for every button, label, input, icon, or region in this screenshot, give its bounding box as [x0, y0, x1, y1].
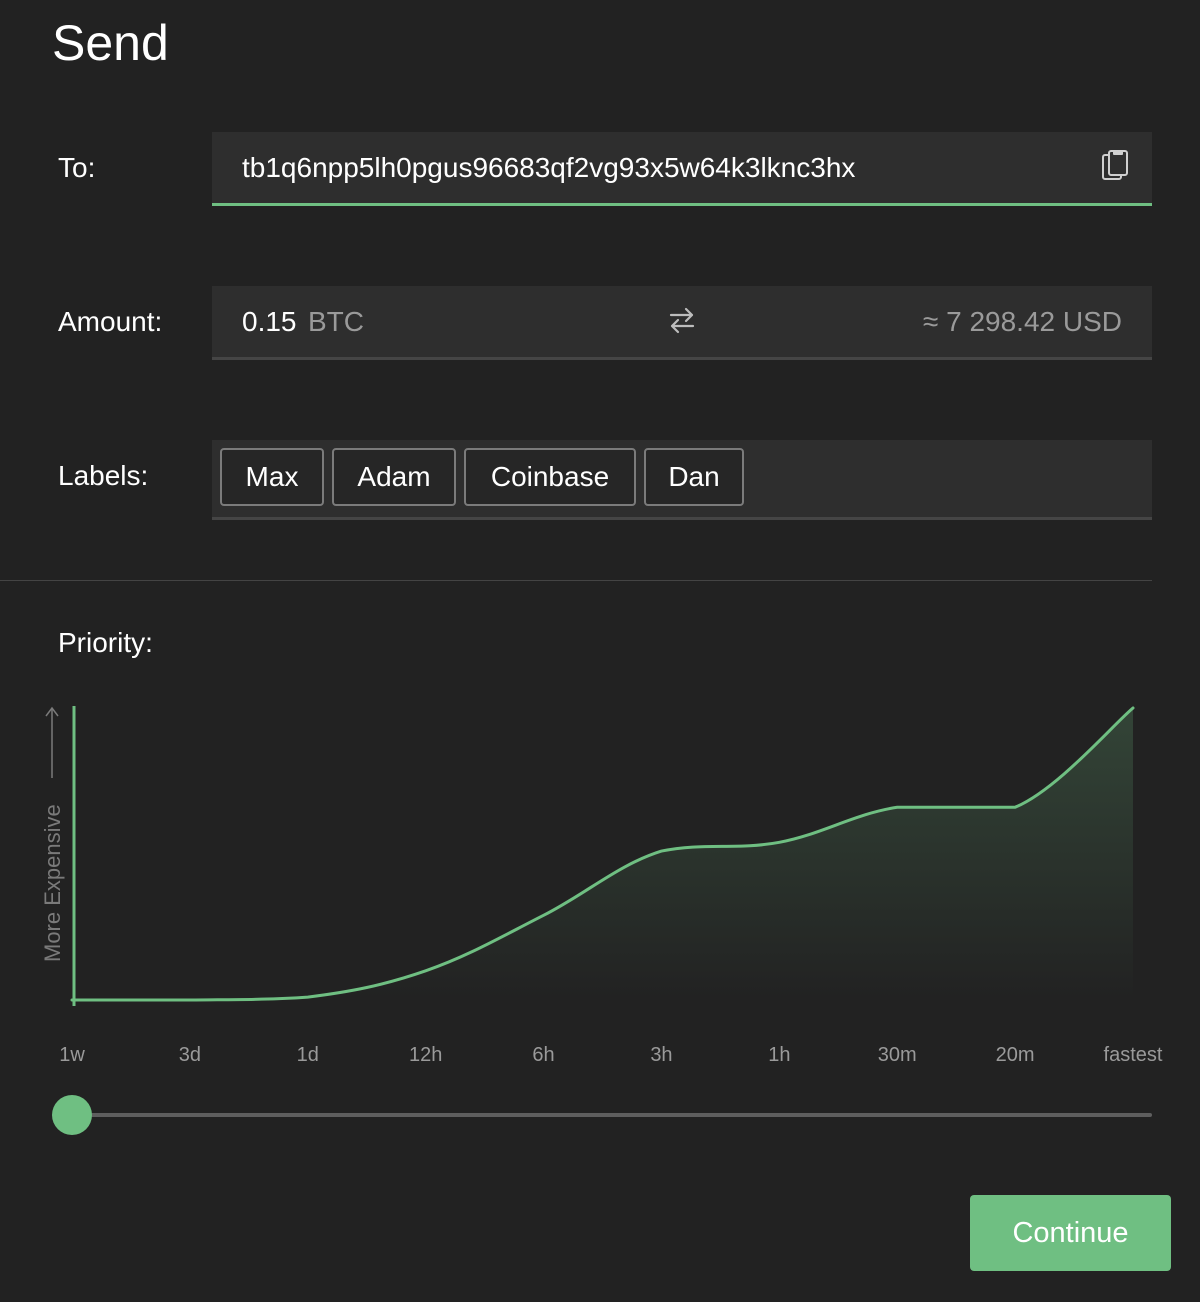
x-tick-label: 1d [296, 1044, 319, 1066]
x-tick-label: 20m [995, 1044, 1035, 1066]
x-tick-label: 3h [650, 1044, 673, 1066]
amount-field[interactable]: 0.15 BTC ≈ 7 298.42 USD [212, 286, 1152, 360]
y-axis-arrowhead [45, 706, 59, 717]
priority-slider-thumb[interactable] [52, 1095, 92, 1135]
y-axis-label-group: More Expensive [40, 706, 65, 962]
x-tick-label: 30m [877, 1044, 917, 1066]
fiat-equivalent: ≈ 7 298.42 USD [922, 306, 1122, 337]
fee-curve-area [72, 708, 1133, 1000]
amount-unit: BTC [308, 306, 364, 337]
section-divider [0, 580, 1152, 581]
label-chip[interactable]: Max [220, 448, 324, 506]
continue-button[interactable]: Continue [970, 1195, 1171, 1271]
amount-value[interactable]: 0.15 [242, 306, 297, 337]
label-chip[interactable]: Adam [332, 448, 456, 506]
fee-curve-line [70, 706, 1135, 1002]
x-tick-label: 6h [532, 1044, 555, 1066]
x-tick-label: 1w [59, 1044, 85, 1066]
page-title: Send [52, 15, 169, 71]
fee-chart: More Expensive [40, 706, 1135, 1006]
swap-currency-button[interactable] [664, 304, 700, 340]
priority-slider-track[interactable] [72, 1113, 1152, 1117]
x-tick-label: 3d [178, 1044, 201, 1066]
x-tick-label: 1h [768, 1044, 791, 1066]
swap-arrows-icon [667, 305, 697, 340]
amount-label: Amount: [58, 306, 163, 337]
y-axis-label: More Expensive [40, 804, 65, 962]
recipient-address-input[interactable] [242, 132, 1082, 203]
labels-field[interactable]: Max Adam Coinbase Dan [212, 440, 1152, 520]
clipboard-icon [1101, 149, 1131, 187]
to-label: To: [58, 152, 96, 183]
x-tick-label: fastest [1103, 1044, 1163, 1066]
x-tick-label: 12h [408, 1044, 443, 1066]
priority-label: Priority: [58, 627, 153, 658]
label-chip[interactable]: Coinbase [464, 448, 636, 506]
labels-label: Labels: [58, 460, 149, 491]
recipient-address-field[interactable] [212, 132, 1152, 206]
paste-button[interactable] [1098, 149, 1134, 187]
label-chip[interactable]: Dan [644, 448, 744, 506]
